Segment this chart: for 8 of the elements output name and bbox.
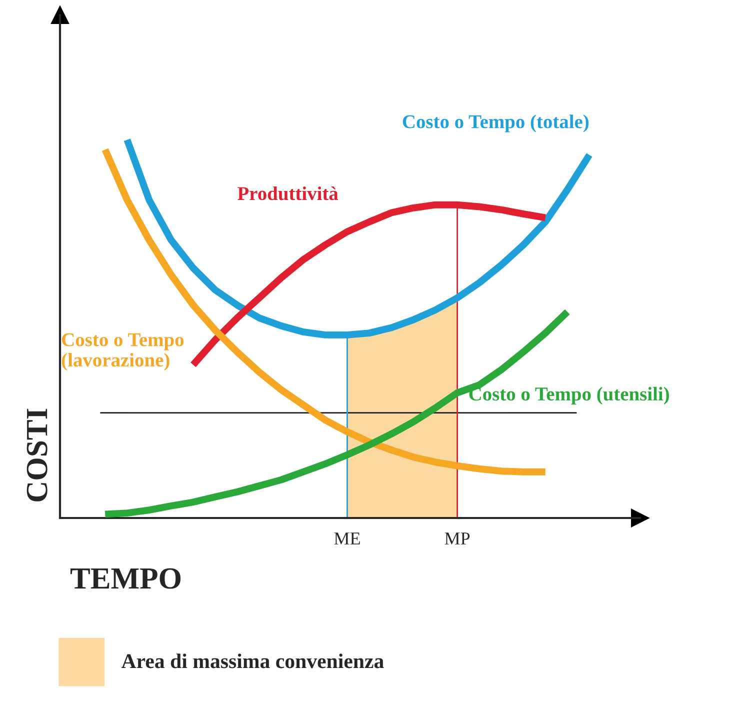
series-label: Produttività [238, 186, 338, 200]
y-axis-title: COSTI [26, 408, 48, 502]
series-label: Costo o Tempo (lavorazione) [62, 333, 184, 371]
series-label: Costo o Tempo (totale) [402, 114, 589, 132]
x-tick-label: ME [334, 532, 360, 544]
x-tick-label: MP [444, 532, 470, 544]
x-axis-title: TEMPO [70, 568, 181, 589]
legend-label: Area di massima convenienza [121, 654, 384, 668]
